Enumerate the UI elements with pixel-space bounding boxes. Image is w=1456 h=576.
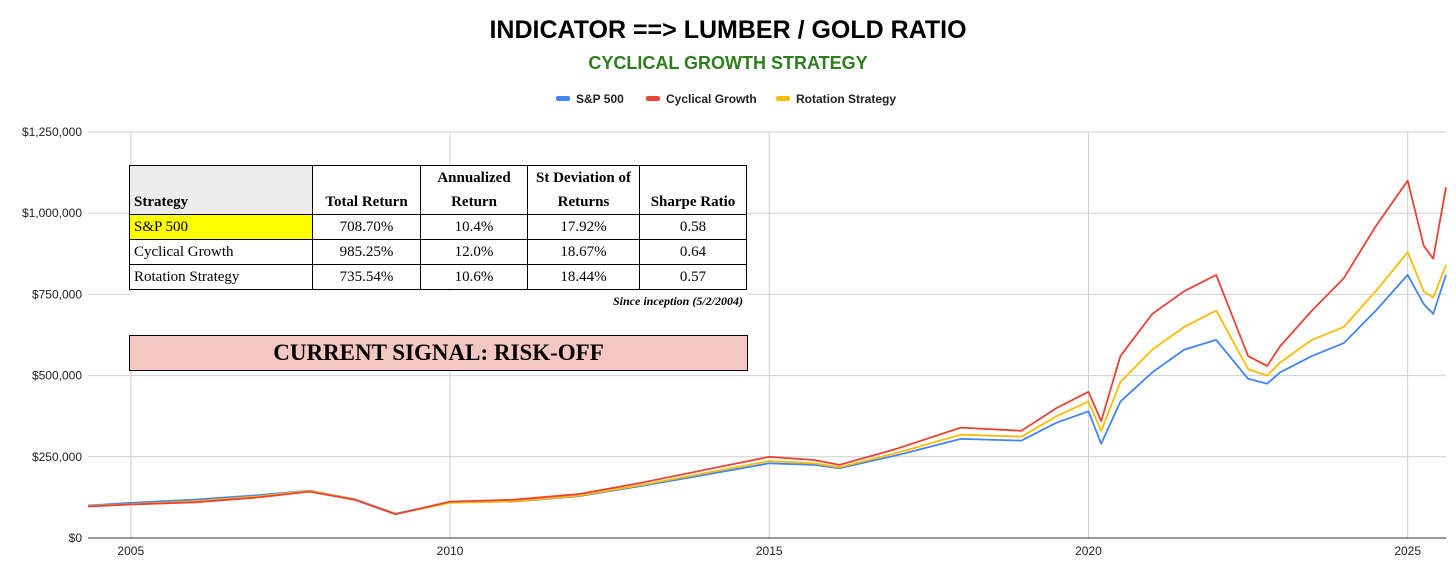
row-sharpe-ratio: 0.58 <box>639 214 747 240</box>
header-strategy: Strategy <box>129 165 313 215</box>
row-annualized-return: 12.0% <box>420 239 528 265</box>
x-tick-label: 2025 <box>1394 544 1421 558</box>
y-tick-label: $750,000 <box>32 287 82 301</box>
legend-label: S&P 500 <box>576 92 624 106</box>
y-tick-label: $500,000 <box>32 369 82 383</box>
chart-title: INDICATOR ==> LUMBER / GOLD RATIO <box>489 16 967 44</box>
row-annualized-return: 10.4% <box>420 214 528 240</box>
row-name: S&P 500 <box>129 214 313 240</box>
x-tick-label: 2005 <box>117 544 144 558</box>
series-lines <box>87 179 1447 516</box>
performance-table: Strategy Total Return Annualized Return … <box>129 165 747 290</box>
legend: S&P 500 Cyclical Growth Rotation Strategy <box>556 92 896 106</box>
row-st-deviation: 18.67% <box>527 239 640 265</box>
row-annualized-return: 10.6% <box>420 264 528 290</box>
row-total-return: 708.70% <box>312 214 421 240</box>
y-tick-label: $1,250,000 <box>22 125 82 139</box>
legend-label: Rotation Strategy <box>796 92 896 106</box>
legend-swatch <box>776 96 790 101</box>
table-row: Rotation Strategy 735.54% 10.6% 18.44% 0… <box>129 264 747 290</box>
row-name: Rotation Strategy <box>129 264 313 290</box>
inception-note: Since inception (5/2/2004) <box>613 294 743 308</box>
x-tick-label: 2015 <box>756 544 783 558</box>
chart-subtitle: CYCLICAL GROWTH STRATEGY <box>588 53 868 73</box>
row-st-deviation: 18.44% <box>527 264 640 290</box>
row-st-deviation: 17.92% <box>527 214 640 240</box>
table-note-background <box>129 292 749 334</box>
x-tick-label: 2010 <box>437 544 464 558</box>
header-total-return: Total Return <box>312 165 421 215</box>
row-name: Cyclical Growth <box>129 239 313 265</box>
axes: $0 $250,000 $500,000 $750,000 $1,000,000 $1,2… <box>22 125 1446 558</box>
row-sharpe-ratio: 0.64 <box>639 239 747 265</box>
y-tick-label: $1,000,000 <box>22 206 82 220</box>
header-annualized-return: Annualized Return <box>420 165 528 215</box>
y-tick-label: $0 <box>69 531 83 545</box>
y-tick-label: $250,000 <box>32 450 82 464</box>
row-total-return: 735.54% <box>312 264 421 290</box>
legend-swatch <box>646 96 660 101</box>
header-st-deviation: St Deviation of Returns <box>527 165 640 215</box>
x-tick-label: 2020 <box>1075 544 1102 558</box>
table-header-row: Strategy Total Return Annualized Return … <box>129 165 747 215</box>
table-row: S&P 500 708.70% 10.4% 17.92% 0.58 <box>129 214 747 240</box>
series-line-cyclical-growth <box>87 179 1447 516</box>
legend-swatch <box>556 96 570 101</box>
current-signal-banner: CURRENT SIGNAL: RISK-OFF <box>129 335 748 371</box>
table-row: Cyclical Growth 985.25% 12.0% 18.67% 0.6… <box>129 239 747 265</box>
legend-label: Cyclical Growth <box>666 92 757 106</box>
header-sharpe-ratio: Sharpe Ratio <box>639 165 747 215</box>
row-sharpe-ratio: 0.57 <box>639 264 747 290</box>
row-total-return: 985.25% <box>312 239 421 265</box>
